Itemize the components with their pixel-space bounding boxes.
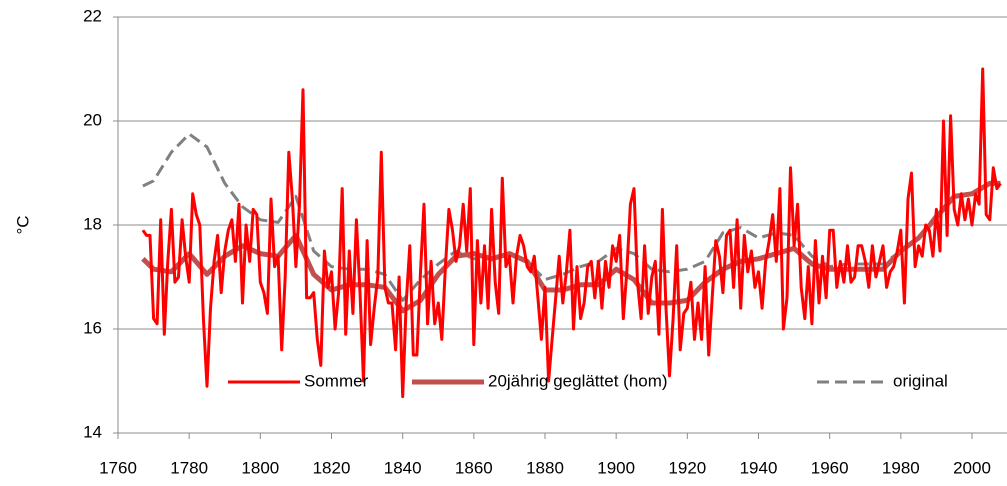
x-tick-label: 1880 xyxy=(526,458,564,477)
x-tick-label: 1840 xyxy=(384,458,422,477)
plot-area xyxy=(141,67,1002,399)
y-tick-label: 18 xyxy=(83,214,102,233)
y-tick-label: 22 xyxy=(83,6,102,25)
y-tick-label: 14 xyxy=(83,422,102,441)
x-tick-label: 1780 xyxy=(170,458,208,477)
x-tick-label: 1800 xyxy=(241,458,279,477)
x-tick-label: 1960 xyxy=(811,458,849,477)
x-tick-label: 1860 xyxy=(455,458,493,477)
x-tick-label: 1820 xyxy=(313,458,351,477)
x-tick-label: 1900 xyxy=(597,458,635,477)
y-tick-label: 20 xyxy=(83,110,102,129)
x-tick-label: 1920 xyxy=(668,458,706,477)
series-line xyxy=(141,67,1002,399)
y-axis-label: °C xyxy=(13,215,32,234)
x-tick-label: 1760 xyxy=(99,458,137,477)
legend-label: Sommer xyxy=(304,371,369,390)
y-tick-label: 16 xyxy=(83,318,102,337)
legend-label: 20jährig geglättet (hom) xyxy=(488,371,668,390)
x-tick-label: 2000 xyxy=(953,458,991,477)
x-tick-label: 1980 xyxy=(882,458,920,477)
x-tick-label: 1940 xyxy=(740,458,778,477)
legend-label: original xyxy=(893,371,948,390)
